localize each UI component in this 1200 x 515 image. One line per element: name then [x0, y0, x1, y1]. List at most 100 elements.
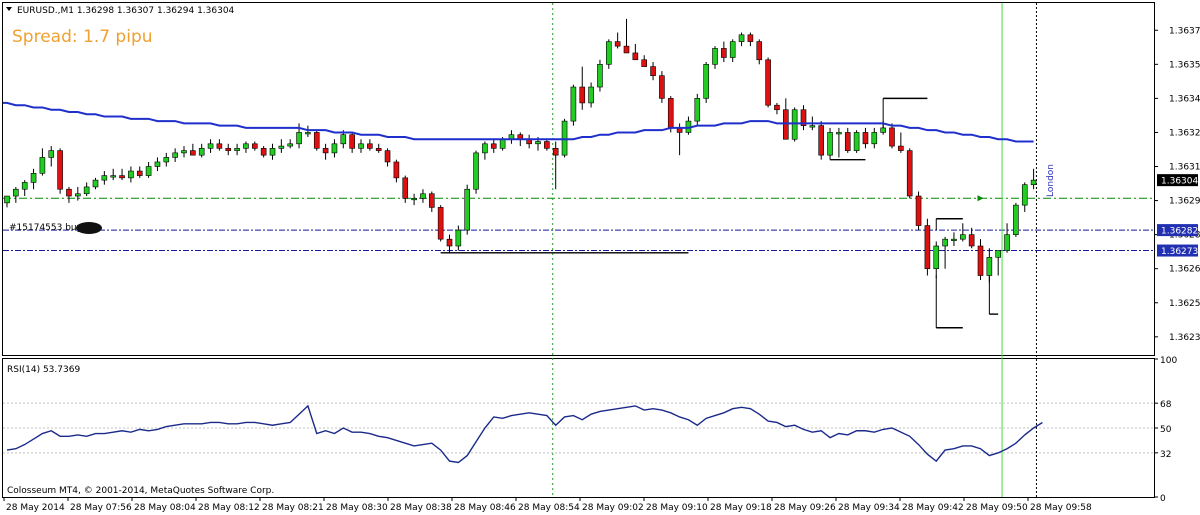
candle-body: [774, 104, 780, 111]
time-tick-label: 28 May 08:38: [390, 503, 452, 513]
time-tick-label: 28 May 2014: [6, 503, 65, 513]
candle: [552, 141, 559, 190]
candle: [597, 59, 603, 92]
candle: [756, 39, 763, 65]
price-tick-label: 1.36265: [1169, 265, 1200, 275]
candle: [110, 168, 116, 181]
candle-body: [154, 161, 161, 167]
candle-body: [818, 125, 825, 156]
candle: [561, 118, 568, 158]
rsi-label: RSI(14) 53.7369: [7, 365, 80, 375]
session-label: London: [1046, 164, 1056, 197]
price-tick-label: 1.36325: [1169, 128, 1200, 138]
candle-body: [490, 143, 497, 149]
candle-body: [703, 64, 709, 99]
candle-body: [809, 125, 816, 128]
candle: [225, 143, 232, 156]
candle-body: [75, 193, 81, 197]
candlesticks: [4, 18, 1037, 283]
candle-body: [765, 59, 771, 106]
candle-body: [216, 143, 223, 149]
candle: [437, 205, 444, 242]
candle: [163, 152, 170, 167]
candle: [411, 193, 417, 206]
candle: [659, 71, 665, 103]
candle: [181, 146, 187, 158]
time-tick-label: 28 May 08:30: [326, 503, 388, 513]
candle: [172, 148, 178, 162]
candle: [641, 55, 648, 67]
candle: [747, 32, 754, 47]
candle: [729, 39, 736, 63]
candle-body: [535, 141, 541, 145]
candle-body: [119, 175, 125, 179]
candle-body: [163, 157, 170, 163]
time-tick-label: 28 May 09:58: [1030, 503, 1092, 513]
candle: [83, 182, 90, 197]
candle-body: [782, 109, 789, 140]
candle: [75, 186, 81, 201]
candle-body: [729, 41, 736, 58]
candle: [951, 232, 957, 246]
candle: [198, 143, 205, 158]
candle-body: [942, 238, 948, 247]
time-tick-label: 28 May 09:26: [774, 503, 836, 513]
candle-body: [420, 193, 426, 199]
candle-body: [800, 109, 807, 126]
candle-body: [933, 245, 940, 270]
candle: [92, 177, 99, 190]
candle: [287, 139, 294, 149]
candle-body: [190, 150, 196, 156]
candle: [375, 143, 382, 153]
time-tick-label: 28 May 08:12: [198, 503, 260, 513]
candle: [721, 41, 727, 63]
candle-body: [482, 143, 488, 154]
candle-body: [225, 148, 232, 151]
candle: [313, 130, 320, 151]
candle: [844, 127, 851, 153]
chart-menu-triangle-icon[interactable]: [6, 7, 12, 11]
candle: [791, 107, 798, 142]
candle-body: [862, 132, 869, 145]
candle-body: [110, 175, 116, 178]
candle-body: [260, 148, 267, 156]
candle: [216, 139, 223, 151]
rsi-line: [6, 404, 1043, 464]
candle-body: [659, 75, 665, 99]
candle-body: [172, 152, 178, 158]
candle-body: [827, 132, 833, 156]
candle: [136, 166, 143, 178]
candle-body: [136, 170, 143, 176]
candle: [703, 62, 709, 103]
candle-body: [402, 177, 409, 199]
candle: [30, 168, 37, 190]
candle: [765, 57, 771, 108]
rsi-axis: 100 68 50 32 0: [3, 356, 1177, 504]
candle-body: [83, 186, 90, 195]
candle-body: [384, 150, 391, 163]
order-label[interactable]: #15174553 buy: [9, 223, 83, 233]
candle-body: [951, 238, 957, 241]
candle-body: [561, 120, 568, 156]
candle-body: [694, 98, 701, 122]
candle: [544, 139, 550, 151]
price-tick-label: 1.36235: [1169, 333, 1200, 343]
candle-body: [464, 188, 471, 231]
candle-body: [207, 143, 214, 149]
candle: [853, 130, 860, 153]
candle-body: [428, 193, 435, 208]
time-tick-label: 28 May 09:18: [710, 503, 772, 513]
candle: [924, 218, 931, 276]
candle: [428, 191, 435, 212]
candle-body: [1013, 204, 1019, 235]
candle-body: [278, 145, 285, 149]
candle-body: [375, 148, 382, 151]
candle-body: [977, 245, 984, 276]
candle-body: [641, 59, 648, 67]
candle-body: [473, 152, 479, 190]
candle: [154, 157, 161, 172]
candle-body: [340, 134, 347, 145]
price-badges: 1.36304 1.36282 1.36273: [1157, 174, 1198, 257]
candle: [48, 146, 55, 167]
